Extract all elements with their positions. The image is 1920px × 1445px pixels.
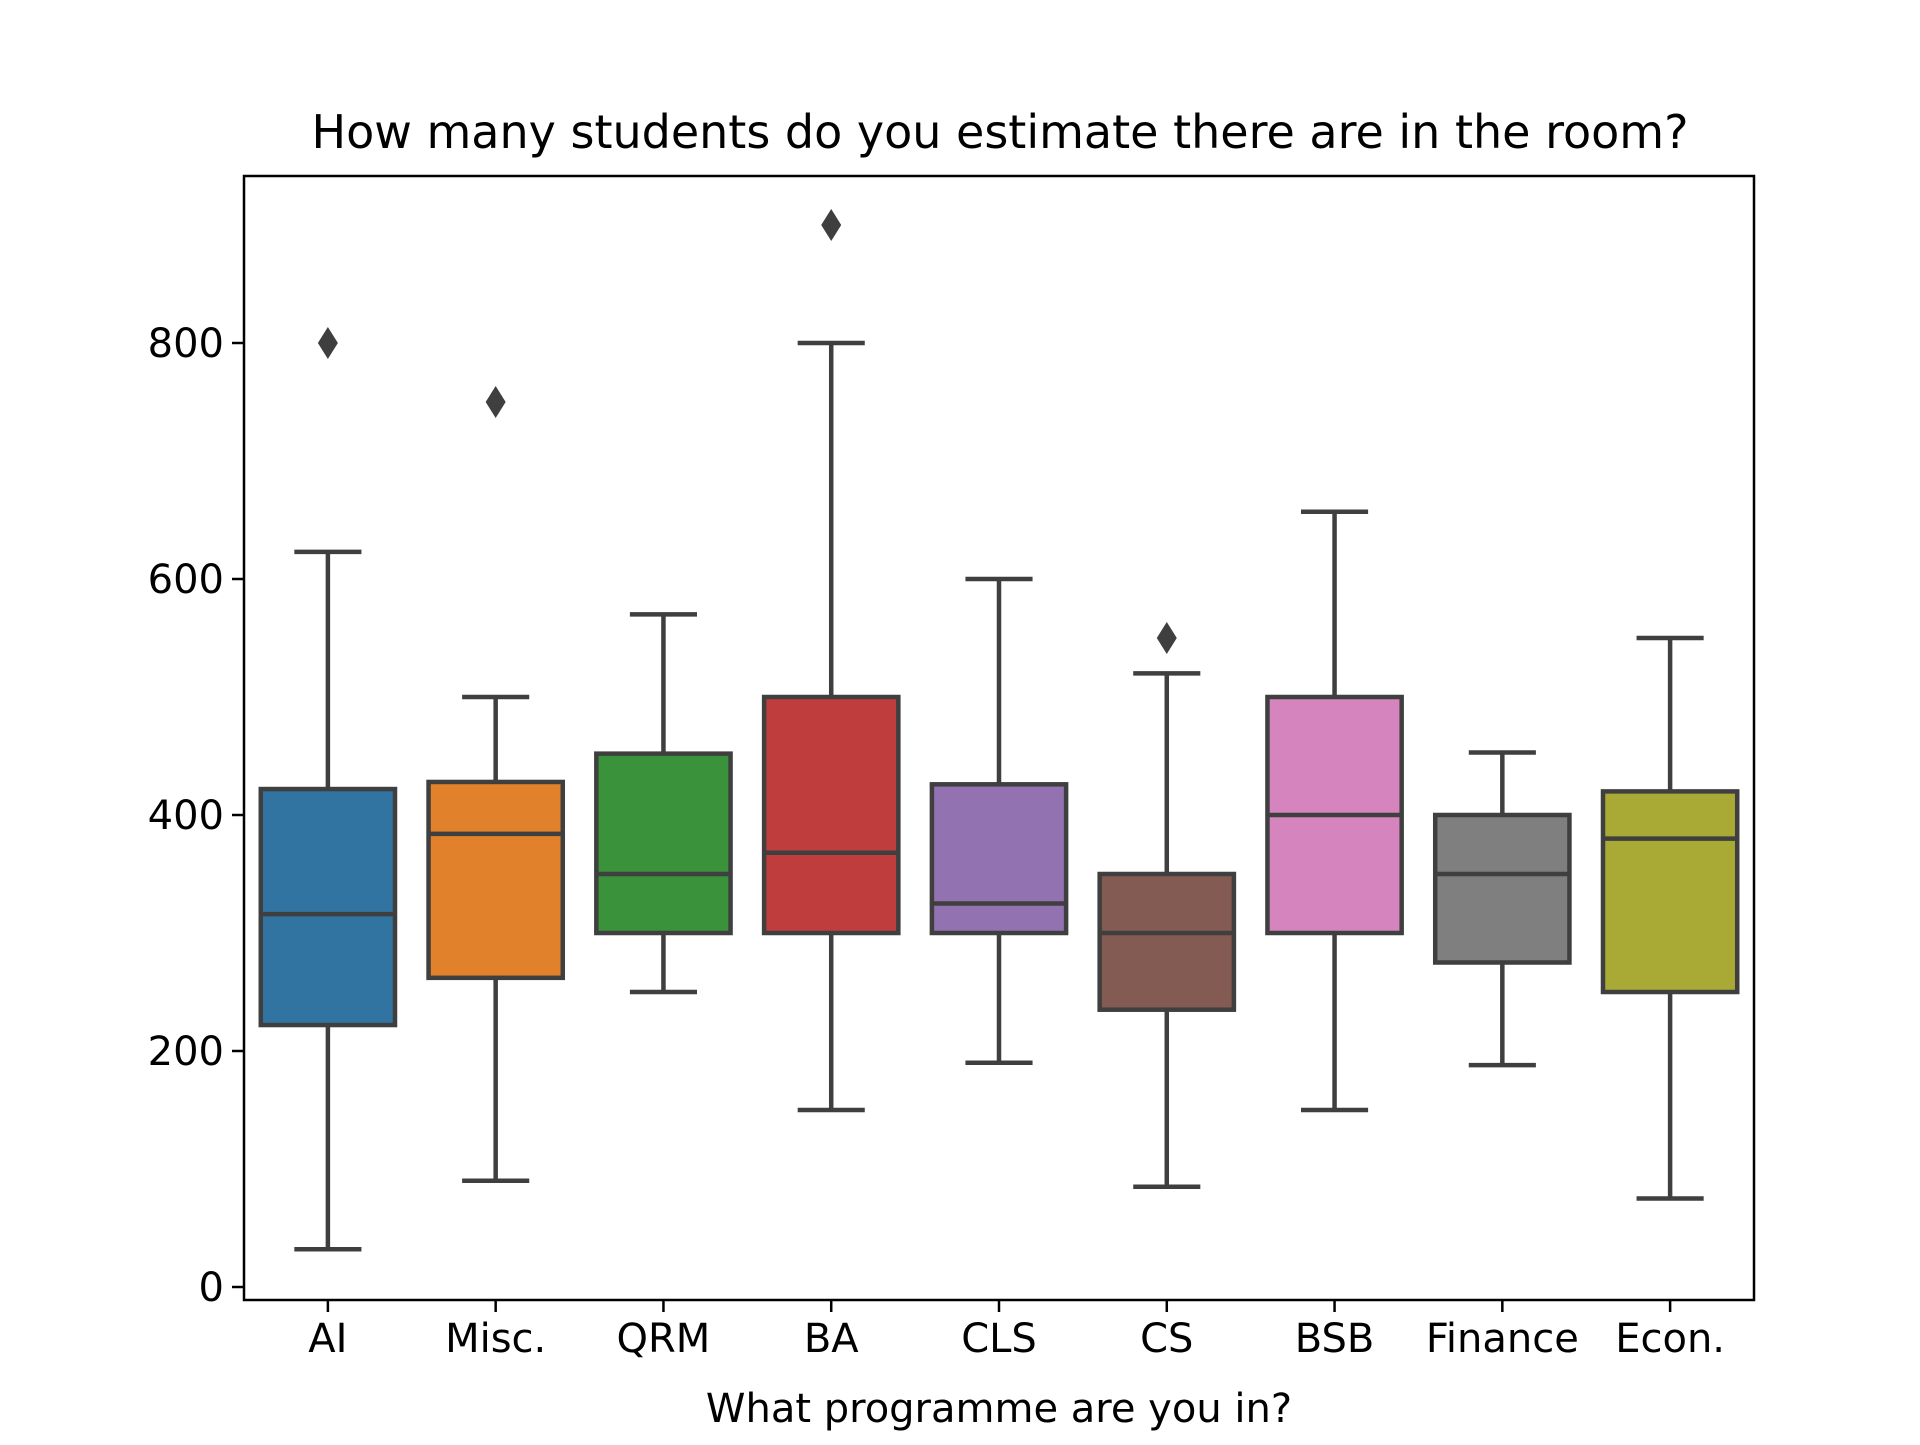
- x-tick-label-cls: CLS: [961, 1316, 1037, 1362]
- box-group-qrm: [594, 612, 733, 995]
- y-tick-label-200: 200: [148, 1029, 224, 1075]
- box-misc: [426, 779, 566, 981]
- box-econ: [1600, 789, 1740, 995]
- box-cls: [929, 782, 1069, 936]
- x-tick-label-finance: Finance: [1426, 1316, 1579, 1362]
- y-tick-label-400: 400: [148, 793, 224, 839]
- box-group-cs: [1097, 622, 1237, 1189]
- x-tick-label-ba: BA: [804, 1316, 859, 1362]
- outlier-cs-0: [1156, 622, 1177, 654]
- x-tick-label-econ: Econ.: [1615, 1316, 1725, 1362]
- y-tick-label-0: 0: [199, 1265, 224, 1311]
- box-group-misc: [426, 386, 566, 1184]
- y-tick-label-800: 800: [148, 321, 224, 367]
- box-ai: [258, 786, 398, 1028]
- box-group-econ: [1600, 635, 1740, 1201]
- x-tick-label-qrm: QRM: [617, 1316, 711, 1362]
- x-tick-label-ai: AI: [308, 1316, 347, 1362]
- x-axis: AI Misc. QRM BA CLS CS BSB Finance Econ.: [308, 1300, 1725, 1362]
- x-tick-label-misc: Misc.: [445, 1316, 546, 1362]
- box-group-ba: [761, 209, 901, 1113]
- box-group-cls: [929, 576, 1069, 1066]
- box-group-ai: [258, 327, 398, 1252]
- y-tick-label-600: 600: [148, 557, 224, 603]
- outlier-ai-0: [317, 327, 338, 359]
- x-axis-label: What programme are you in?: [706, 1386, 1292, 1432]
- box-group-finance: [1432, 750, 1572, 1068]
- chart-title: How many students do you estimate there …: [312, 105, 1689, 159]
- box-cs: [1097, 871, 1237, 1012]
- box-qrm: [594, 751, 733, 936]
- box-finance: [1432, 812, 1572, 965]
- outlier-ba-0: [821, 209, 842, 241]
- x-tick-label-cs: CS: [1140, 1316, 1193, 1362]
- box-ba: [761, 694, 901, 936]
- x-tick-label-bsb: BSB: [1295, 1316, 1375, 1362]
- y-axis: 0 200 400 600 800: [148, 321, 244, 1311]
- plot-frame: [242, 174, 1756, 1302]
- box-group-bsb: [1265, 509, 1404, 1113]
- outlier-misc-0: [485, 386, 506, 418]
- boxes-layer: [258, 209, 1740, 1252]
